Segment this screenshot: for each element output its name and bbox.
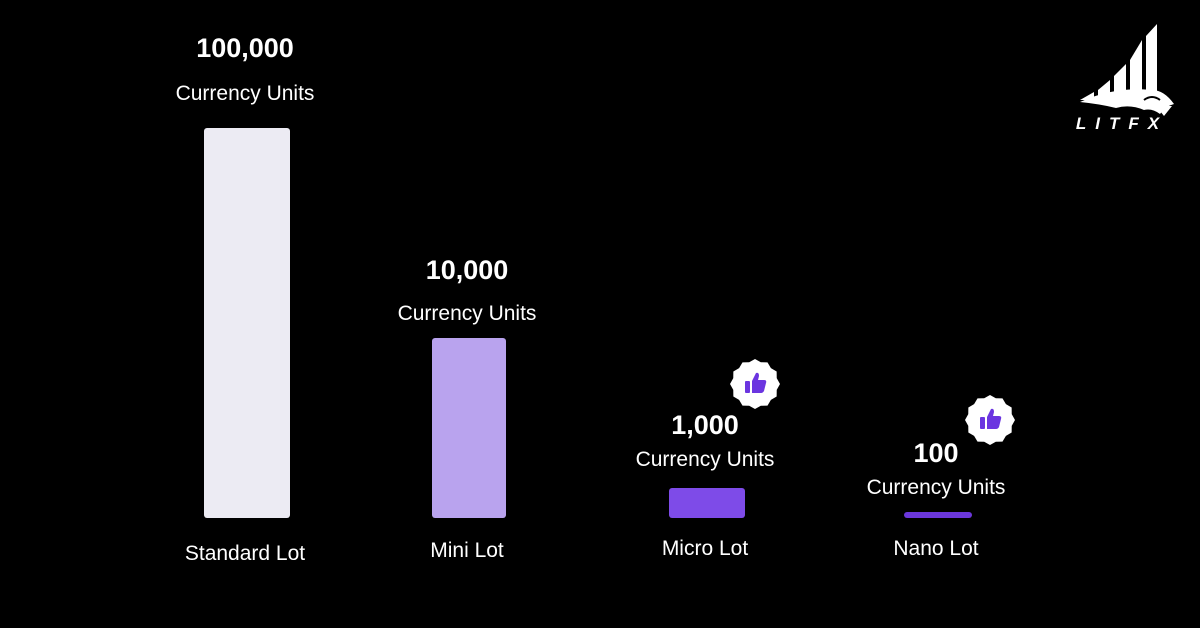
badges-layer bbox=[730, 359, 1015, 445]
thumbs-up-icon bbox=[980, 408, 1002, 429]
litfx-logo-icon bbox=[1080, 24, 1174, 116]
category-label-micro-lot: Micro Lot bbox=[662, 537, 749, 560]
bar-standard-lot bbox=[204, 128, 290, 518]
badge-micro-lot bbox=[730, 359, 780, 409]
bar-micro-lot bbox=[669, 488, 745, 518]
thumbs-up-icon bbox=[745, 372, 767, 393]
value-label-mini-lot: 10,000 bbox=[426, 255, 509, 285]
bars-layer bbox=[204, 128, 972, 518]
value-label-standard-lot: 100,000 bbox=[196, 33, 294, 63]
category-label-nano-lot: Nano Lot bbox=[893, 537, 978, 560]
value-label-micro-lot: 1,000 bbox=[671, 410, 739, 440]
value-label-nano-lot: 100 bbox=[913, 438, 958, 468]
brand-name: LITFX bbox=[1075, 114, 1169, 133]
bar-nano-lot bbox=[904, 512, 972, 518]
unit-label-standard-lot: Currency Units bbox=[176, 82, 315, 105]
unit-label-mini-lot: Currency Units bbox=[398, 302, 537, 325]
unit-label-nano-lot: Currency Units bbox=[867, 476, 1006, 499]
category-label-mini-lot: Mini Lot bbox=[430, 539, 504, 562]
labels-layer: 100,000 Currency Units Standard Lot 10,000 C… bbox=[176, 33, 1006, 565]
badge-nano-lot bbox=[965, 395, 1015, 445]
category-label-standard-lot: Standard Lot bbox=[185, 542, 305, 565]
bar-mini-lot bbox=[432, 338, 506, 518]
unit-label-micro-lot: Currency Units bbox=[636, 448, 775, 471]
